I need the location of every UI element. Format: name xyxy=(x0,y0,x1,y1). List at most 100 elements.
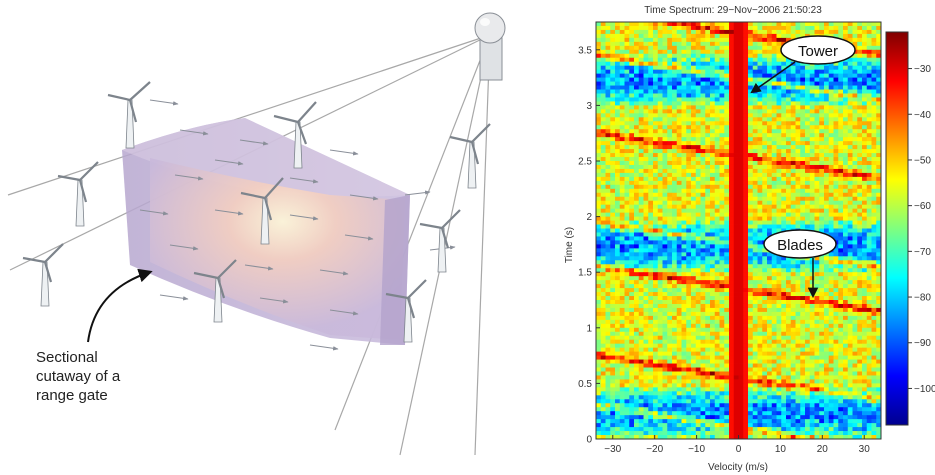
heatmap-cell xyxy=(857,268,863,273)
heatmap-cell xyxy=(847,184,853,190)
heatmap-cell xyxy=(757,327,763,333)
heatmap-cell xyxy=(710,149,716,154)
heatmap-cell xyxy=(805,133,811,138)
heatmap-cell xyxy=(814,65,820,71)
heatmap-cell xyxy=(619,97,625,102)
heatmap-cell xyxy=(648,244,654,249)
heatmap-cell xyxy=(719,188,725,194)
heatmap-cell xyxy=(800,192,806,198)
heatmap-cell xyxy=(700,208,706,214)
heatmap-cell xyxy=(748,196,754,202)
heatmap-cell xyxy=(762,121,768,126)
heatmap-cell xyxy=(771,280,777,285)
heatmap-cell xyxy=(738,137,744,142)
heatmap-cell xyxy=(619,248,625,253)
heatmap-cell xyxy=(786,149,792,154)
heatmap-cell xyxy=(790,216,796,221)
heatmap-cell xyxy=(767,109,773,114)
heatmap-cell xyxy=(729,248,735,253)
heatmap-cell xyxy=(724,37,730,43)
heatmap-cell xyxy=(676,33,682,39)
heatmap-cell xyxy=(767,212,773,217)
heatmap-cell xyxy=(605,81,611,86)
heatmap-cell xyxy=(866,288,872,293)
heatmap-cell xyxy=(809,343,815,349)
heatmap-cell xyxy=(695,208,701,214)
heatmap-cell xyxy=(705,49,711,55)
heatmap-cell xyxy=(705,176,711,182)
heatmap-cell xyxy=(629,260,635,265)
heatmap-cell xyxy=(771,347,777,353)
heatmap-cell xyxy=(790,343,796,349)
heatmap-cell xyxy=(743,73,749,78)
heatmap-cell xyxy=(691,300,697,305)
heatmap-cell xyxy=(596,268,602,273)
heatmap-cell xyxy=(710,311,716,317)
heatmap-cell xyxy=(800,73,806,78)
heatmap-cell xyxy=(776,272,782,277)
heatmap-cell xyxy=(748,232,754,237)
heatmap-cell xyxy=(653,296,659,301)
heatmap-cell xyxy=(610,347,616,353)
heatmap-cell xyxy=(866,29,872,35)
heatmap-cell xyxy=(619,45,625,51)
heatmap-cell xyxy=(805,109,811,114)
heatmap-cell xyxy=(648,331,654,337)
heatmap-cell xyxy=(667,280,673,285)
heatmap-cell xyxy=(686,57,692,63)
heatmap-cell xyxy=(767,85,773,90)
heatmap-cell xyxy=(857,141,863,146)
heatmap-cell xyxy=(610,157,616,162)
heatmap-cell xyxy=(809,145,815,150)
heatmap-cell xyxy=(781,85,787,90)
heatmap-cell xyxy=(847,168,853,174)
heatmap-cell xyxy=(819,164,825,170)
heatmap-cell xyxy=(748,208,754,214)
heatmap-cell xyxy=(876,248,882,253)
heatmap-cell xyxy=(776,288,782,293)
heatmap-cell xyxy=(643,260,649,265)
heatmap-cell xyxy=(624,220,630,225)
heatmap-cell xyxy=(781,153,787,158)
heatmap-cell xyxy=(710,29,716,35)
heatmap-cell xyxy=(786,339,792,345)
heatmap-cell xyxy=(838,200,844,206)
heatmap-cell xyxy=(833,256,839,261)
heatmap-cell xyxy=(748,117,754,122)
heatmap-cell xyxy=(596,204,602,210)
heatmap-cell xyxy=(695,25,701,31)
heatmap-cell xyxy=(705,125,711,130)
heatmap-cell xyxy=(676,276,682,281)
heatmap-cell xyxy=(743,61,749,67)
heatmap-cell xyxy=(686,307,692,313)
heatmap-cell xyxy=(795,331,801,337)
heatmap-cell xyxy=(695,248,701,253)
heatmap-cell xyxy=(752,41,758,47)
heatmap-cell xyxy=(695,53,701,59)
heatmap-cell xyxy=(719,161,725,166)
heatmap-cell xyxy=(767,129,773,134)
heatmap-cell xyxy=(738,57,744,63)
heatmap-cell xyxy=(733,335,739,341)
heatmap-cell xyxy=(871,61,877,67)
heatmap-cell xyxy=(733,319,739,325)
heatmap-cell xyxy=(862,105,868,110)
heatmap-cell xyxy=(809,157,815,162)
heatmap-cell xyxy=(634,339,640,345)
heatmap-cell xyxy=(667,176,673,182)
heatmap-cell xyxy=(695,296,701,301)
heatmap-cell xyxy=(686,252,692,257)
heatmap-cell xyxy=(857,200,863,206)
heatmap-cell xyxy=(814,77,820,82)
heatmap-cell xyxy=(691,307,697,313)
heatmap-cell xyxy=(695,41,701,47)
heatmap-cell xyxy=(866,33,872,39)
heatmap-cell xyxy=(824,77,830,82)
heatmap-cell xyxy=(781,176,787,182)
heatmap-cell xyxy=(876,300,882,305)
heatmap-cell xyxy=(738,220,744,225)
heatmap-cell xyxy=(710,196,716,202)
heatmap-cell xyxy=(748,137,754,142)
heatmap-cell xyxy=(843,208,849,214)
heatmap-cell xyxy=(724,319,730,325)
